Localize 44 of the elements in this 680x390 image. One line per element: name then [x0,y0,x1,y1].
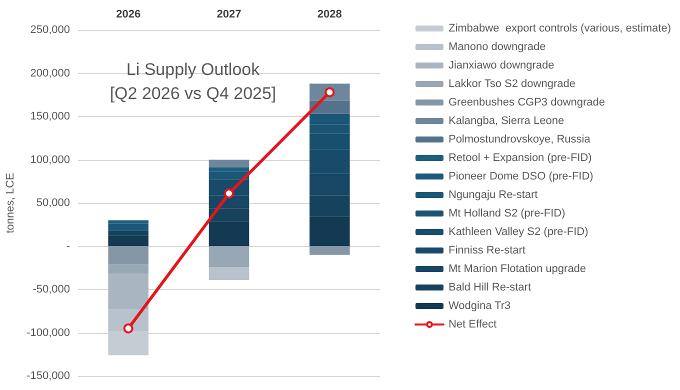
legend-label: Ngungaju Re-start [448,189,538,201]
bar [108,274,148,310]
y-tick-label: -100,000 [26,326,70,339]
bar [108,331,148,356]
legend-label: Mt Marion Flotation upgrade [448,263,586,275]
bar [108,224,148,231]
legend-label: Kalangba, Sierra Leone [448,115,564,127]
y-tick-label: 200,000 [30,67,70,80]
point [123,323,134,334]
bar [208,160,250,168]
y-tick-label: 100,000 [30,154,70,166]
legend-label: Zimbabwe export controls (various, estimate) [448,22,672,34]
legend-label: Finniss Re-start [448,244,526,256]
legend-label: Retool + Expansion (pre-FID) [448,152,592,164]
legend-label: Kathleen Valley S2 (pre-FID) [448,226,588,238]
legend-label: Pioneer Dome DSO (pre-FID) [448,170,594,182]
bar [208,246,250,268]
y-tick-label: 250,000 [30,24,70,36]
bar [108,264,148,274]
bar [310,100,350,114]
x-tick-label: 2028 [317,8,342,20]
y-tick-label: 50,000 [36,197,70,209]
legend-label: Bald Hill Re-start [448,282,532,294]
legend-label: Net Effect [448,318,497,330]
legend-label: Polmostundrovskoye, Russia [448,134,592,146]
bar [310,246,350,255]
legend-label: Wodgina Tr3 [448,300,511,312]
x-tick-label: 2026 [116,8,141,20]
text: [Q2 2026 vs Q4 2025] [110,84,276,103]
x-tick-label: 2027 [216,8,242,20]
y-axis-title: tonnes, LCE [4,172,16,234]
legend-label: Manono downgrade [448,41,546,53]
bar [208,267,250,280]
y-tick-label: 150,000 [30,110,70,122]
legend-label: Lakkor Tso S2 downgrade [448,78,576,90]
point [224,188,234,198]
text: Li Supply Outlook [126,60,260,79]
y-tick-label: - [66,240,70,252]
legend-label: Jianxiawo downgrade [448,60,554,72]
y-tick-label: -150,000 [26,370,70,382]
y-tick-label: -50,000 [32,284,70,296]
bar [108,246,148,264]
legend-label: Mt Holland S2 (pre-FID) [448,208,566,220]
legend-label: Greenbushes CGP3 downgrade [448,96,606,108]
